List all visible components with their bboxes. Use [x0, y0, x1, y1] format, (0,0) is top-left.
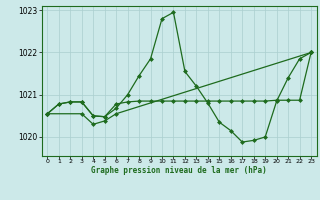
X-axis label: Graphe pression niveau de la mer (hPa): Graphe pression niveau de la mer (hPa): [91, 166, 267, 175]
